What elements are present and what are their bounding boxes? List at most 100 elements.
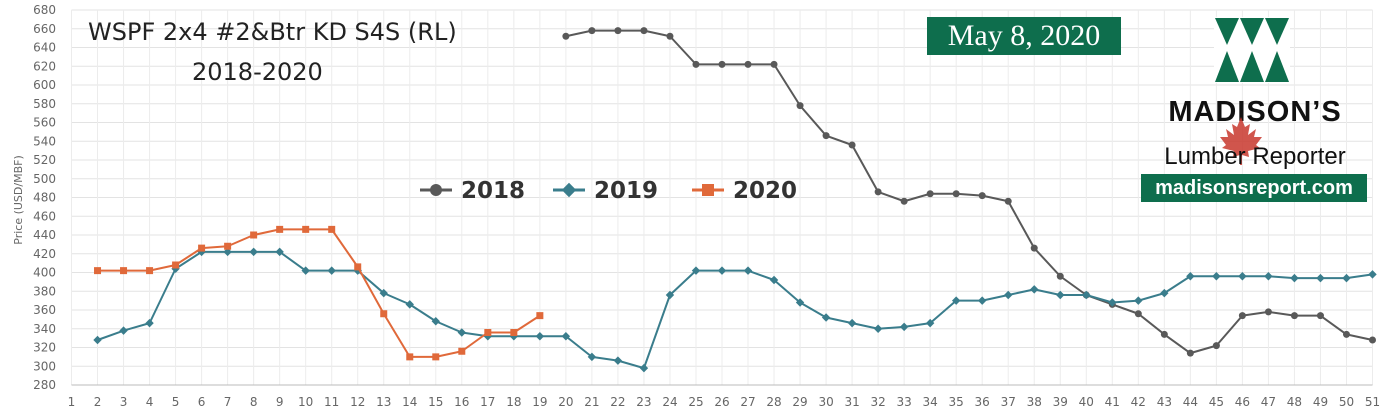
data-point-2019: [1316, 273, 1325, 283]
x-tick-label: 7: [224, 395, 232, 409]
x-tick-label: 33: [896, 395, 911, 409]
data-point-2018: [1056, 272, 1064, 280]
legend-label: 2018: [461, 178, 525, 204]
x-tick-label: 13: [376, 395, 391, 409]
legend: 2018 2019 2020: [420, 178, 797, 204]
x-tick-label: 39: [1053, 395, 1068, 409]
legend-marker: [561, 182, 577, 198]
data-point-2018: [978, 192, 986, 200]
data-point-2019: [717, 266, 727, 275]
series-2018: [562, 27, 1376, 357]
y-tick-label: 380: [33, 284, 56, 298]
data-point-2018: [1186, 349, 1194, 357]
maple-leaf-icon: [1220, 117, 1262, 165]
y-tick-label: 460: [33, 209, 56, 223]
madisons-logo-icon: [1214, 17, 1290, 83]
data-point-2018: [640, 27, 648, 35]
data-point-2018: [1134, 310, 1142, 318]
data-point-2018: [1212, 342, 1220, 350]
data-point-2019: [613, 356, 623, 365]
data-point-2019: [691, 266, 701, 275]
data-point-2019: [561, 332, 571, 341]
x-tick-label: 10: [298, 395, 313, 409]
data-point-2018: [848, 141, 856, 149]
data-point-2020: [198, 244, 206, 252]
x-tick-label: 44: [1183, 395, 1198, 409]
data-point-2020: [406, 353, 414, 361]
x-tick-label: 27: [740, 395, 755, 409]
x-tick-label: 42: [1131, 395, 1146, 409]
legend-item-2018: 2018: [420, 178, 525, 204]
x-axis-ticks: 1 2 3 4 5 6 7 8 9 10 11 12 13 14 15 16 17 18 19 20 21 22 23 24 2…: [68, 395, 1380, 409]
y-tick-label: 280: [33, 378, 56, 392]
x-tick-label: 20: [558, 395, 573, 409]
series-2020: [94, 225, 544, 361]
data-point-2019: [405, 300, 414, 309]
x-tick-label: 3: [120, 395, 128, 409]
data-point-2019: [1134, 296, 1143, 305]
y-tick-label: 660: [33, 22, 56, 36]
data-point-2018: [1030, 244, 1038, 252]
data-point-2020: [354, 263, 362, 271]
series-line-2018: [565, 29, 1373, 355]
x-tick-label: 14: [402, 395, 417, 409]
data-point-2020: [172, 261, 180, 269]
data-point-2018: [1238, 312, 1246, 320]
x-tick-label: 11: [324, 395, 339, 409]
x-tick-label: 8: [250, 395, 258, 409]
data-point-2018: [874, 188, 882, 196]
data-point-2019: [587, 352, 597, 362]
data-point-2019: [1160, 288, 1169, 298]
legend-item-2020: 2020: [692, 178, 797, 204]
data-point-2018: [796, 102, 804, 110]
data-point-2019: [769, 275, 779, 285]
x-tick-label: 25: [688, 395, 703, 409]
data-point-2019: [821, 313, 831, 322]
data-point-2018: [770, 60, 778, 68]
data-point-2019: [1238, 272, 1247, 281]
data-point-2018: [1290, 312, 1298, 320]
x-tick-label: 30: [818, 395, 833, 409]
data-point-2018: [822, 132, 830, 140]
x-tick-label: 43: [1157, 395, 1172, 409]
y-tick-label: 300: [33, 359, 56, 373]
series-2019: [93, 247, 1377, 373]
data-point-2020: [328, 225, 336, 233]
x-tick-label: 6: [198, 395, 206, 409]
y-tick-label: 560: [33, 116, 56, 130]
x-tick-label: 51: [1365, 395, 1380, 409]
data-point-2019: [1186, 272, 1195, 281]
x-tick-label: 34: [923, 395, 938, 409]
data-point-2019: [1056, 290, 1065, 300]
x-tick-label: 45: [1209, 395, 1224, 409]
data-point-2019: [1264, 272, 1273, 281]
x-tick-label: 21: [584, 395, 599, 409]
x-tick-label: 32: [870, 395, 885, 409]
data-point-2019: [1290, 273, 1299, 283]
data-point-2019: [1030, 285, 1039, 294]
y-tick-label: 600: [33, 78, 56, 92]
data-point-2018: [1264, 308, 1272, 316]
data-point-2020: [94, 267, 102, 275]
y-tick-label: 640: [33, 41, 56, 55]
legend-marker: [702, 184, 714, 196]
data-point-2019: [1108, 298, 1117, 307]
data-point-2019: [847, 318, 857, 328]
data-point-2019: [639, 363, 649, 373]
data-point-2020: [510, 329, 518, 336]
data-point-2019: [223, 247, 232, 257]
data-point-2019: [379, 288, 388, 298]
data-point-2019: [431, 317, 440, 326]
data-point-2018: [1160, 330, 1168, 338]
data-point-2019: [249, 247, 258, 257]
date-badge: May 8, 2020: [927, 17, 1121, 55]
series-line-2019: [97, 250, 1373, 370]
data-point-2020: [458, 347, 466, 355]
website-badge: madisonsreport.com: [1141, 174, 1367, 202]
x-tick-label: 26: [714, 395, 729, 409]
y-tick-label: 620: [33, 59, 56, 73]
brand-name: MADISON’S: [1168, 96, 1342, 128]
data-point-2019: [275, 247, 284, 257]
data-point-2020: [120, 267, 128, 275]
